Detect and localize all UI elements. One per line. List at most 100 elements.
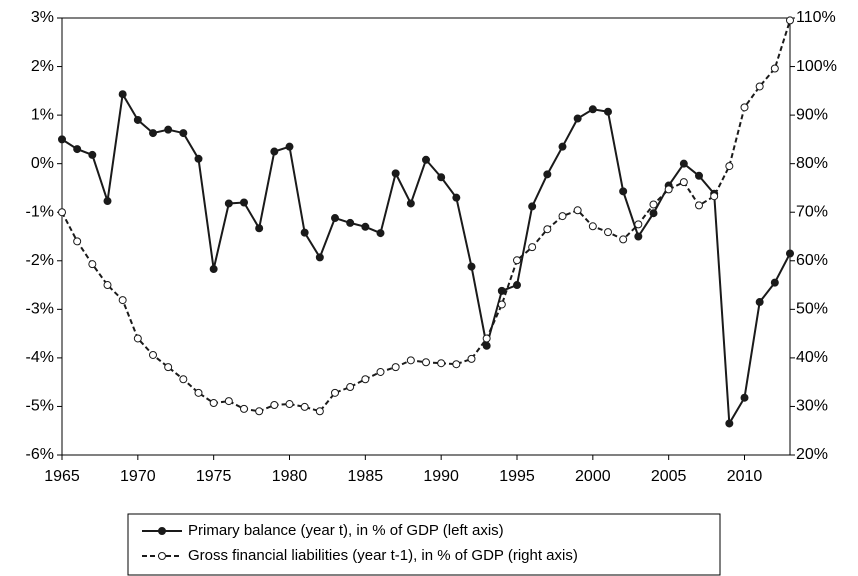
point	[103, 197, 112, 206]
point	[528, 202, 537, 211]
point	[331, 214, 339, 223]
y2-tick-label: 100%	[796, 58, 837, 75]
point	[770, 278, 779, 287]
point	[240, 404, 248, 413]
point	[467, 354, 476, 363]
point	[270, 400, 279, 409]
y2-tick-label: 60%	[796, 252, 828, 269]
y2-tick-label: 70%	[796, 203, 828, 220]
point	[588, 222, 597, 231]
point	[482, 334, 491, 343]
point	[285, 400, 294, 409]
point	[710, 192, 719, 201]
point	[224, 199, 233, 208]
point	[604, 228, 612, 237]
point	[88, 150, 97, 159]
x-tick-label: 1965	[44, 468, 80, 485]
point	[755, 298, 764, 307]
y2-tick-label: 110%	[796, 9, 836, 26]
series-line	[61, 91, 791, 427]
point	[740, 393, 749, 402]
point	[73, 237, 82, 246]
point	[103, 281, 112, 290]
point	[149, 350, 157, 359]
point	[649, 200, 658, 209]
point	[619, 187, 628, 196]
point	[422, 358, 430, 367]
point	[573, 114, 582, 123]
y2-tick-label: 40%	[796, 349, 828, 366]
point	[346, 218, 355, 227]
y-tick-label: 3%	[31, 9, 54, 26]
y-tick-label: 2%	[31, 58, 54, 75]
point	[315, 253, 324, 262]
x-tick-label: 1975	[196, 468, 232, 485]
legend-label: Primary balance (year t), in % of GDP (l…	[188, 522, 504, 539]
point	[437, 359, 446, 368]
point	[422, 155, 430, 164]
point	[149, 129, 157, 138]
point	[558, 212, 567, 221]
point	[315, 407, 324, 416]
point	[391, 169, 400, 178]
point	[786, 16, 794, 25]
point	[331, 388, 339, 397]
point	[300, 228, 309, 237]
plot-frame	[61, 17, 791, 456]
point	[194, 154, 203, 163]
y-tick-label: -6%	[26, 446, 54, 463]
x-tick-label: 1990	[423, 468, 459, 485]
point	[194, 388, 203, 397]
y2-tick-label: 90%	[796, 106, 828, 123]
point	[118, 90, 127, 99]
point	[361, 375, 370, 384]
series-line	[61, 20, 791, 413]
point	[224, 397, 233, 406]
point	[497, 300, 506, 309]
point	[679, 159, 688, 168]
y2-tick-label: 20%	[796, 446, 828, 463]
point	[118, 296, 127, 305]
y-tick-label: 1%	[31, 106, 54, 123]
point	[255, 224, 264, 233]
point	[179, 129, 188, 138]
point	[725, 419, 734, 428]
legend-box	[127, 513, 721, 576]
point	[300, 402, 309, 411]
point	[679, 178, 688, 187]
y-tick-label: -2%	[26, 252, 54, 269]
point	[634, 220, 643, 229]
point	[88, 260, 97, 269]
x-tick-label: 1980	[272, 468, 308, 485]
y2-tick-label: 80%	[796, 155, 828, 172]
point	[270, 147, 279, 156]
y2-tick-label: 50%	[796, 301, 828, 318]
y-tick-label: -1%	[26, 203, 54, 220]
point	[452, 360, 461, 369]
point	[467, 262, 476, 271]
x-tick-label: 1970	[120, 468, 156, 485]
x-tick-label: 1985	[348, 468, 384, 485]
legend-marker	[158, 527, 166, 535]
point	[73, 145, 82, 154]
point	[725, 162, 734, 171]
x-tick-label: 2000	[575, 468, 611, 485]
legend-marker	[158, 552, 166, 560]
point	[437, 173, 446, 182]
point	[513, 256, 521, 265]
y2-tick-label: 30%	[796, 398, 828, 415]
point	[376, 367, 385, 376]
point	[406, 356, 415, 365]
legend-label: Gross financial liabilities (year t-1), …	[188, 547, 578, 564]
point	[133, 115, 142, 124]
point	[391, 363, 400, 372]
point	[543, 225, 552, 234]
point	[634, 232, 643, 241]
y-tick-label: 0%	[31, 155, 54, 172]
point	[58, 208, 66, 217]
point	[164, 363, 173, 372]
point	[755, 82, 764, 91]
point	[164, 125, 173, 134]
point	[770, 64, 779, 73]
